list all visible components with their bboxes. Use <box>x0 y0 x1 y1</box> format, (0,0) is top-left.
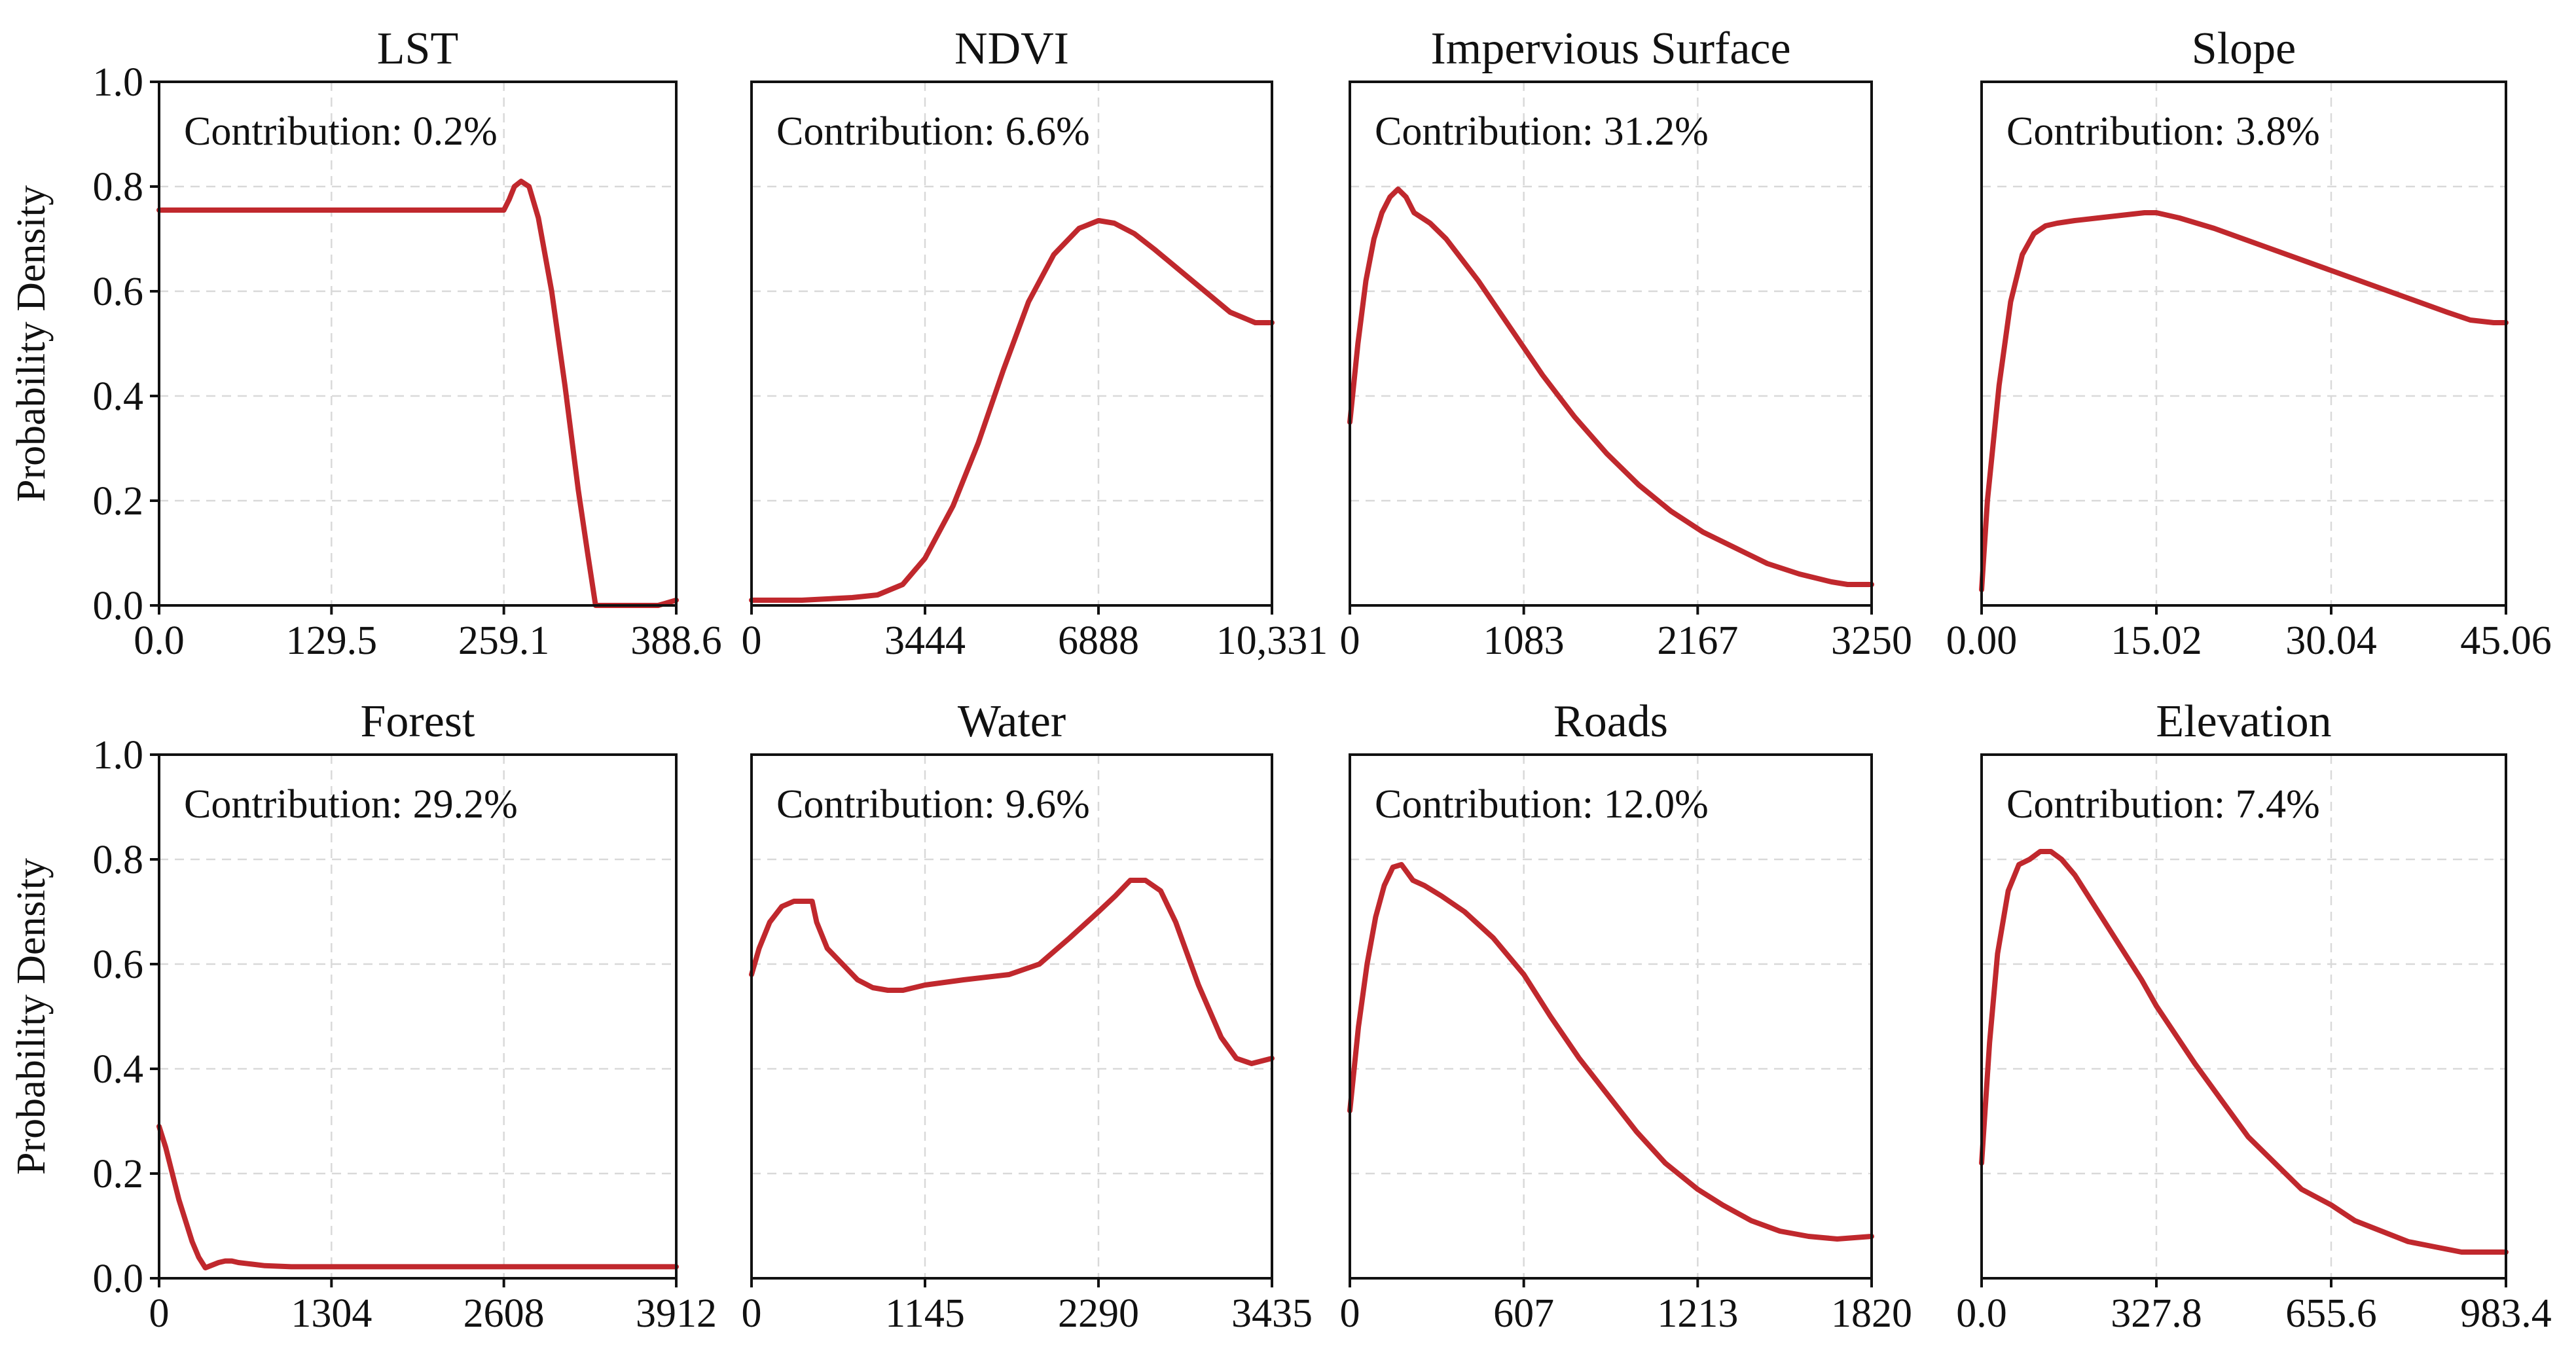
y-tick-label: 0.0 <box>93 1257 144 1301</box>
panel-title: NDVI <box>954 24 1069 74</box>
x-tick-label: 0 <box>1340 619 1360 663</box>
response-curve-forest <box>156 1124 679 1270</box>
x-tick-label: 388.6 <box>630 619 722 663</box>
x-tick-label: 0.0 <box>1956 1291 2007 1336</box>
panel-title: Slope <box>2192 24 2296 74</box>
y-tick-label: 0.2 <box>93 479 144 524</box>
contribution-label: Contribution: 12.0% <box>1375 782 1709 827</box>
contribution-label: Contribution: 31.2% <box>1375 109 1709 154</box>
plot-frame <box>1980 753 2507 1280</box>
panel-lst: 0.0 129.5 259.1 388.6 0.0 0.2 0.4 0.6 0.8 1.0 Prob… <box>9 24 722 663</box>
panel-title: LST <box>377 24 458 74</box>
y-tick-label: 0.6 <box>93 942 144 987</box>
x-tick-label: 1304 <box>291 1291 372 1336</box>
x-tick-label: 0 <box>742 1291 762 1336</box>
contribution-label: Contribution: 6.6% <box>776 109 1090 154</box>
x-tick-label: 0 <box>1340 1291 1360 1336</box>
x-tick-label: 2290 <box>1058 1291 1139 1336</box>
contribution-label: Contribution: 0.2% <box>184 109 498 154</box>
contribution-label: Contribution: 7.4% <box>2006 782 2320 827</box>
x-tick-label: 2167 <box>1657 619 1738 663</box>
x-tick-label: 1145 <box>885 1291 965 1336</box>
panel-title: Roads <box>1553 696 1668 747</box>
panel-title: Water <box>958 696 1066 747</box>
panel-forest: 0 1304 2608 3912 0.0 0.2 0.4 0.6 0.8 1.0 Probabili… <box>9 696 717 1336</box>
panel-water: 0 1145 2290 3435 Water Contribution: 9.6% <box>742 696 1313 1336</box>
x-tick-label: 1213 <box>1657 1291 1738 1336</box>
plot-frame <box>750 753 1273 1280</box>
x-tick-label: 10,331 <box>1216 619 1328 663</box>
x-tick-label: 1820 <box>1831 1291 1912 1336</box>
panel-title: Impervious Surface <box>1430 24 1790 74</box>
y-tick-label: 1.0 <box>93 733 144 778</box>
x-tick-label: 259.1 <box>458 619 550 663</box>
response-curve-lst <box>156 179 679 608</box>
panel-title: Elevation <box>2156 696 2331 747</box>
panel-title: Forest <box>361 696 476 747</box>
x-tick-label: 0 <box>149 1291 170 1336</box>
panel-ndvi: 0 3444 6888 10,331 NDVI Contribution: 6.6% <box>742 24 1328 663</box>
y-tick-label: 0.6 <box>93 270 144 314</box>
panel-slope: 0.00 15.02 30.04 45.06 Slope Contribution: 3.… <box>1946 24 2552 663</box>
panel-impervious-surface: 0 1083 2167 3250 Impervious Surface Contribut… <box>1340 24 1913 663</box>
y-tick-label: 0.4 <box>93 374 144 419</box>
x-tick-label: 3435 <box>1231 1291 1313 1336</box>
response-curve-impervious-surface <box>1347 187 1874 587</box>
x-tick-label: 3250 <box>1831 619 1912 663</box>
x-tick-label: 3444 <box>884 619 966 663</box>
plot-frame <box>158 753 678 1280</box>
x-tick-label: 983.4 <box>2460 1291 2552 1336</box>
plot-frame <box>1349 81 1873 607</box>
response-curve-ndvi <box>749 218 1275 603</box>
contribution-label: Contribution: 3.8% <box>2006 109 2320 154</box>
x-tick-label: 0.0 <box>134 619 185 663</box>
x-tick-label: 1083 <box>1483 619 1565 663</box>
response-curve-water <box>749 878 1275 1066</box>
x-tick-label: 0 <box>742 619 762 663</box>
contribution-label: Contribution: 29.2% <box>184 782 518 827</box>
x-tick-label: 129.5 <box>286 619 378 663</box>
y-tick-label: 1.0 <box>93 60 144 105</box>
y-tick-label: 0.8 <box>93 165 144 209</box>
x-tick-label: 3912 <box>636 1291 717 1336</box>
contribution-label: Contribution: 9.6% <box>776 782 1090 827</box>
x-tick-label: 2608 <box>463 1291 545 1336</box>
y-axis-label: Probability Density <box>9 185 54 502</box>
y-tick-label: 0.4 <box>93 1047 144 1092</box>
x-tick-label: 0.00 <box>1946 619 2018 663</box>
x-tick-label: 30.04 <box>2285 619 2377 663</box>
y-axis-label: Probability Density <box>9 858 54 1175</box>
y-tick-label: 0.8 <box>93 838 144 882</box>
panel-roads: 0 607 1213 1820 Roads Contribution: 12.0% <box>1340 696 1913 1336</box>
response-curve-slope <box>1979 210 2509 592</box>
y-tick-label: 0.0 <box>93 584 144 628</box>
x-tick-label: 327.8 <box>2111 1291 2202 1336</box>
plot-frame <box>1980 81 2507 607</box>
response-curve-elevation <box>1979 849 2509 1255</box>
x-tick-label: 655.6 <box>2285 1291 2377 1336</box>
plot-frame <box>158 81 678 607</box>
y-tick-label: 0.2 <box>93 1152 144 1196</box>
plot-frame <box>750 81 1273 607</box>
x-tick-label: 6888 <box>1058 619 1139 663</box>
panel-elevation: 0.0 327.8 655.6 983.4 Elevation Contribution:… <box>1956 696 2552 1336</box>
x-tick-label: 15.02 <box>2111 619 2202 663</box>
response-curve-roads <box>1347 862 1874 1242</box>
plot-frame <box>1349 753 1873 1280</box>
x-tick-label: 45.06 <box>2460 619 2552 663</box>
x-tick-label: 607 <box>1493 1291 1554 1336</box>
